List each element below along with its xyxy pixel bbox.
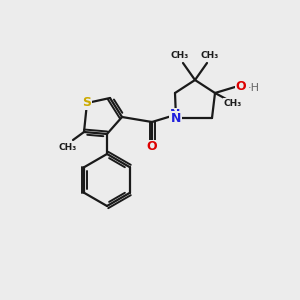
Text: ·H: ·H <box>248 83 260 93</box>
Text: CH₃: CH₃ <box>59 142 77 152</box>
Text: O: O <box>236 80 246 94</box>
Text: CH₃: CH₃ <box>201 52 219 61</box>
Text: S: S <box>82 97 91 110</box>
Text: N: N <box>170 109 180 122</box>
Text: CH₃: CH₃ <box>171 52 189 61</box>
Text: O: O <box>147 140 157 154</box>
Text: CH₃: CH₃ <box>224 98 242 107</box>
Text: N: N <box>171 112 181 124</box>
